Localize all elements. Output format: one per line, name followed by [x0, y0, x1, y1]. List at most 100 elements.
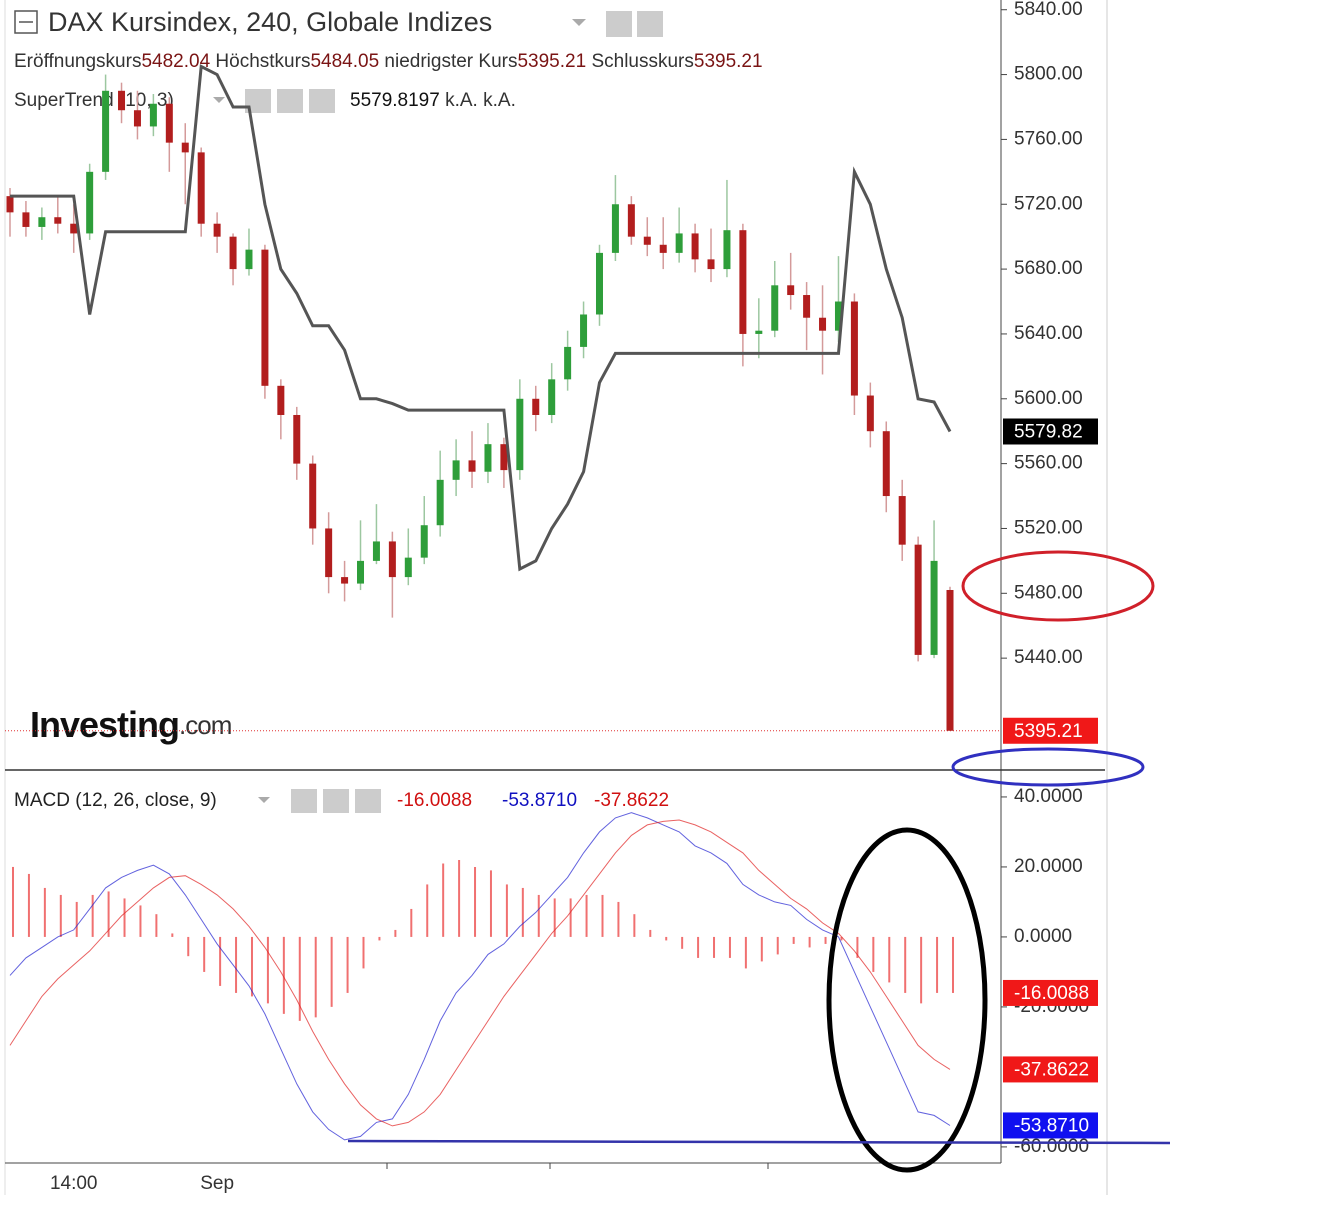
blue-line	[347, 1139, 1171, 1145]
candle-body	[388, 541, 396, 578]
y-tick-label: 5560.00	[1014, 453, 1083, 474]
macd-line	[9, 812, 951, 1141]
candle-body	[181, 142, 189, 153]
candle-body	[133, 110, 141, 127]
y-tick-label: 0.0000	[1014, 926, 1072, 947]
y-tick-label: 40.0000	[1014, 786, 1083, 807]
collapse-button[interactable]	[14, 10, 38, 34]
price-badge	[1003, 418, 1098, 445]
price-badge-label: -37.8622	[1014, 1059, 1089, 1080]
supertrend-extra: k.A.	[483, 90, 516, 111]
y-tick-label: -60.0000	[1014, 1136, 1089, 1157]
dropdown-arrow[interactable]	[213, 97, 225, 103]
y-tick-label: 5680.00	[1014, 258, 1083, 279]
marks: 5440.00 5480.00 5520.00 5560.00 5600.00 5640.…	[5, 0, 1098, 1194]
remove-button[interactable]	[355, 789, 381, 813]
candle-body	[484, 444, 492, 472]
ohlc-label: Höchstkurs	[215, 51, 310, 72]
macd-value: -53.8710	[502, 790, 577, 811]
y-tick-label: 5720.00	[1014, 193, 1083, 214]
y-tick-label: 20.0000	[1014, 856, 1083, 877]
macd-legend: MACD (12, 26, close, 9) -16.0088 -53.871…	[14, 789, 669, 813]
x-tick-label: 14:00	[50, 1173, 98, 1194]
candle-body	[38, 217, 46, 227]
candle-body	[70, 223, 78, 234]
dropdown-arrow[interactable]	[258, 797, 270, 803]
candle-body	[739, 230, 747, 334]
candle-body	[834, 301, 842, 331]
candle-body	[516, 398, 524, 471]
ohlc-value: 5395.21	[517, 51, 586, 72]
histogram-value: -16.0088	[397, 790, 472, 811]
candle-body	[404, 557, 412, 578]
black-ellipse	[826, 827, 988, 1173]
y-tick-label: 5520.00	[1014, 517, 1083, 538]
candle-body	[357, 560, 365, 584]
candle-body	[611, 204, 619, 253]
candle-body	[691, 233, 699, 260]
candle-body	[372, 541, 380, 561]
candle-body	[595, 252, 603, 315]
ohlc-label: Eröffnungskurs	[14, 51, 141, 72]
candle-body	[420, 525, 428, 558]
logo-text: Investing.com	[30, 704, 231, 745]
candle-body	[54, 217, 62, 224]
y-tick-label: 5840.00	[1014, 0, 1083, 20]
signal-value: -37.8622	[594, 790, 669, 811]
candle-body	[723, 230, 731, 270]
annotations	[347, 550, 1171, 1173]
macd-title: MACD (12, 26, close, 9)	[14, 790, 217, 811]
y-tick-label: 5760.00	[1014, 128, 1083, 149]
candle-body	[325, 528, 333, 578]
remove-button[interactable]	[309, 89, 335, 113]
candle-body	[564, 346, 572, 380]
chart-title: DAX Kursindex, 240, Globale Indizes	[48, 7, 492, 37]
candle-body	[341, 577, 349, 584]
candle-body	[165, 103, 173, 143]
visibility-button[interactable]	[291, 789, 317, 813]
candle-body	[277, 385, 285, 415]
candle-body	[771, 285, 779, 331]
candle-body	[293, 414, 301, 464]
candle-body	[309, 463, 317, 529]
price-badge-label: -53.8710	[1014, 1115, 1089, 1136]
settings-button[interactable]	[323, 789, 349, 813]
candle-body	[659, 244, 667, 253]
macd-line	[9, 819, 951, 1127]
candle-body	[755, 330, 763, 334]
dropdown-arrow[interactable]	[572, 19, 586, 26]
candle-body	[914, 544, 922, 655]
ohlc-value: 5482.04	[141, 51, 210, 72]
candle-body	[946, 589, 954, 731]
y-tick-label: 5440.00	[1014, 647, 1083, 668]
ohlc-value: 5395.21	[694, 51, 763, 72]
settings-button[interactable]	[277, 89, 303, 113]
supertrend-legend: SuperTrend (10, 3) 5579.8197 k.A. k.A.	[14, 90, 516, 111]
ohlc-value: 5484.05	[310, 51, 379, 72]
settings-button[interactable]	[637, 11, 663, 37]
supertrend-name: SuperTrend (10, 3)	[14, 90, 174, 111]
candle-body	[866, 395, 874, 432]
ohlc-legend: Eröffnungskurs5482.04 Höchstkurs5484.05 …	[14, 51, 763, 72]
visibility-button[interactable]	[606, 11, 632, 37]
candle-body	[532, 398, 540, 415]
candle-body	[197, 152, 205, 224]
y-tick-label: 5640.00	[1014, 323, 1083, 344]
candle-body	[149, 103, 157, 127]
price-badge	[1003, 1112, 1098, 1139]
ohlc-label: niedrigster Kurs	[384, 51, 517, 72]
candle-body	[819, 317, 827, 331]
y-tick-label: 5600.00	[1014, 388, 1083, 409]
blue-ellipse	[951, 747, 1145, 787]
candle-body	[102, 90, 110, 172]
header: DAX Kursindex, 240, Globale Indizes Eröf…	[14, 7, 763, 113]
price-badge-label: 5579.82	[1014, 422, 1083, 443]
candle-body	[850, 301, 858, 396]
candle-body	[930, 560, 938, 655]
candle-body	[500, 444, 508, 471]
candle-body	[452, 460, 460, 480]
candle-body	[787, 285, 795, 296]
y-tick-label: 5480.00	[1014, 582, 1083, 603]
